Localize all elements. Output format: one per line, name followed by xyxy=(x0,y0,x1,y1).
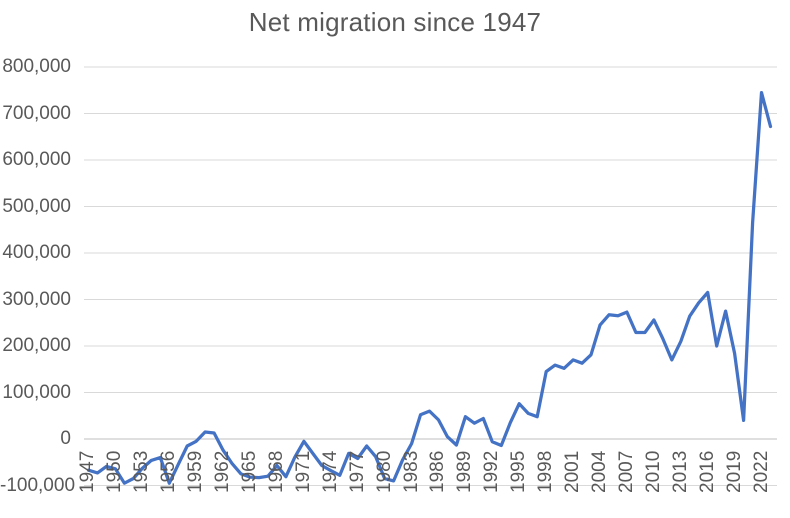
x-axis-label: 2010 xyxy=(642,450,664,493)
x-axis-label: 1971 xyxy=(292,450,314,493)
y-axis-label: -100,000 xyxy=(0,474,76,496)
y-axis-label: 400,000 xyxy=(2,242,71,263)
x-axis-label: 1947 xyxy=(77,450,99,493)
y-axis-label: 200,000 xyxy=(2,335,71,356)
x-axis-label: 2016 xyxy=(696,450,718,493)
y-axis-label: 500,000 xyxy=(2,195,71,217)
x-axis-label: 1992 xyxy=(481,450,503,493)
x-axis-label: 1965 xyxy=(239,450,261,493)
x-axis-label: 1959 xyxy=(185,450,207,493)
x-axis-label: 1977 xyxy=(346,450,368,493)
x-axis-label: 1953 xyxy=(131,450,153,493)
x-axis-label: 1995 xyxy=(508,450,530,493)
x-axis-label: 1986 xyxy=(427,450,449,493)
x-axis-label: 2019 xyxy=(723,450,745,493)
y-axis-label: 700,000 xyxy=(2,102,71,124)
x-axis-label: 2022 xyxy=(750,450,772,493)
x-axis-label: 2004 xyxy=(589,450,610,493)
x-axis-label: 2013 xyxy=(669,450,691,493)
x-axis-label: 1980 xyxy=(373,450,395,493)
x-axis-label: 1998 xyxy=(535,450,557,493)
x-axis-label: 2007 xyxy=(615,450,637,493)
y-axis-label: 600,000 xyxy=(2,149,71,170)
y-axis-label: 100,000 xyxy=(2,381,71,403)
x-axis-label: 1962 xyxy=(212,450,234,493)
y-axis-label: 0 xyxy=(60,428,71,449)
x-axis-label: 1968 xyxy=(265,450,287,493)
y-axis-label: 300,000 xyxy=(2,288,71,310)
x-axis-label: 1950 xyxy=(104,450,126,493)
x-axis-label: 2001 xyxy=(562,450,584,493)
chart-title: Net migration since 1947 xyxy=(248,7,542,37)
x-axis-label: 1974 xyxy=(319,450,341,493)
x-axis-label: 1989 xyxy=(454,450,476,493)
y-axis-label: 800,000 xyxy=(2,56,71,77)
x-axis-label: 1983 xyxy=(400,450,422,493)
x-axis-label: 1956 xyxy=(158,450,180,493)
net-migration-line xyxy=(86,90,773,485)
